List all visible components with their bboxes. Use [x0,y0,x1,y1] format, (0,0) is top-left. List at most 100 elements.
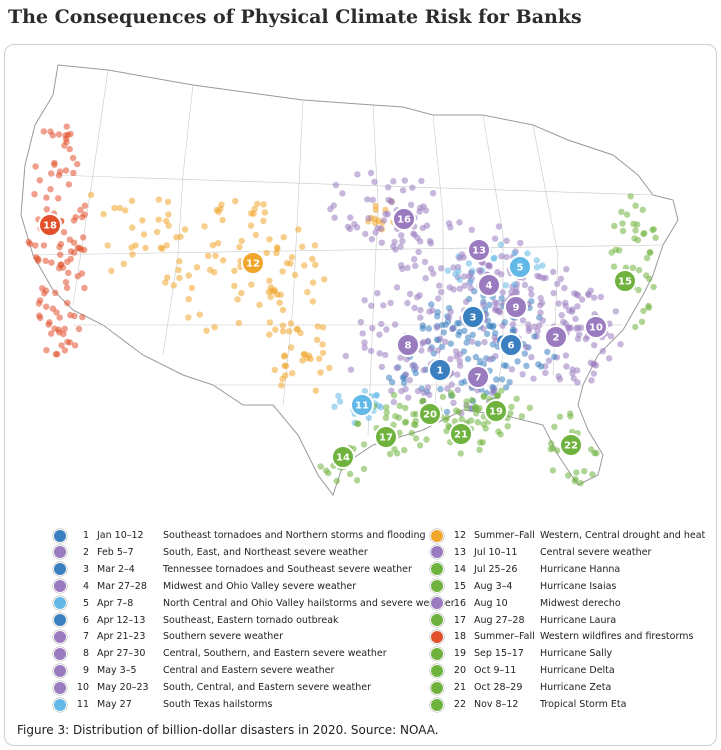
event-dot-15 [639,206,646,213]
event-dot-12 [279,306,287,314]
legend-date: Apr 12–13 [97,614,146,626]
event-dot-18 [61,325,68,332]
event-dot-21 [457,450,464,457]
event-marker-3: 3 [461,305,485,329]
event-dot-3 [461,327,468,334]
event-dot-16 [382,210,389,218]
event-dot-18 [60,330,67,338]
legend-date: Aug 3–4 [474,580,513,592]
event-dot-10 [571,290,578,297]
event-marker-9: 9 [504,295,528,319]
event-dot-16 [354,171,361,178]
event-dot-18 [62,167,70,174]
event-dot-2 [563,266,570,273]
event-dot-12 [372,206,379,214]
event-dot-8 [376,331,383,338]
event-dot-10 [585,291,592,299]
event-dot-22 [577,480,584,487]
event-dot-2 [574,303,581,310]
event-dot-8 [367,347,375,355]
event-dot-21 [476,446,483,454]
event-dot-22 [567,410,574,417]
event-dot-11 [377,404,385,411]
event-dot-16 [327,205,334,213]
event-dot-18 [40,128,47,135]
legend-item-13: 13 Jul 10–11 Central severe weather [430,544,651,561]
event-dot-13 [392,246,399,253]
event-dot-7 [508,366,516,373]
event-dot-5 [511,281,518,288]
event-dot-16 [418,177,425,185]
event-dot-8 [347,366,355,373]
event-dot-12 [139,217,146,224]
storm-icon [53,663,67,678]
legend-date: Aug 10 [474,597,508,609]
event-dot-8 [414,293,421,301]
event-dot-12 [140,231,148,238]
event-dot-18 [81,202,89,209]
event-dot-22 [549,467,557,474]
event-dot-13 [404,264,411,271]
event-dot-4 [438,265,445,272]
event-dot-4 [438,288,445,296]
event-dot-9 [550,289,557,297]
legend-number: 21 [453,682,466,694]
event-dot-18 [71,312,78,320]
event-dot-21 [495,428,502,435]
event-dot-8 [369,325,376,332]
legend-description: South Texas hailstorms [163,699,273,710]
legend-description: Central, Southern, and Eastern severe we… [163,648,387,660]
event-dot-13 [397,243,404,250]
event-dot-15 [643,272,650,279]
legend-item-17: 17 Aug 27–28 Hurricane Laura [430,612,616,629]
event-dot-18 [42,257,49,265]
event-dot-12 [155,216,162,223]
legend-number: 1 [82,530,89,541]
event-dot-12 [164,274,171,281]
event-dot-18 [57,251,64,258]
event-marker-15: 15 [613,269,637,293]
event-marker-4: 4 [477,273,501,297]
event-dot-2 [536,322,543,329]
event-dot-4 [436,282,443,289]
event-dot-18 [65,181,73,188]
event-dot-10 [561,284,568,292]
event-marker-11: 11 [350,393,374,417]
legend-date: Feb 5–7 [97,546,134,558]
event-dot-12 [185,314,192,321]
legend-item-16: 16 Aug 10 Midwest derecho [430,595,621,612]
event-dot-18 [80,234,87,241]
event-dot-12 [319,341,326,348]
event-marker-20: 20 [418,402,442,426]
event-dot-6 [514,358,521,365]
event-dot-12 [279,322,287,329]
event-dot-1 [388,379,396,386]
event-dot-4 [447,308,454,316]
event-dot-1 [400,379,408,387]
event-dot-15 [618,208,625,215]
event-dot-10 [525,321,532,328]
event-marker-12: 12 [241,251,265,275]
us-land-outline [20,64,679,497]
event-dot-12 [279,268,286,275]
event-dot-12 [129,224,136,231]
event-dot-5 [491,254,498,261]
event-dot-9 [542,274,549,282]
event-dot-12 [309,255,316,263]
event-dot-18 [51,161,58,168]
event-dot-7 [426,391,433,399]
legend-description: Central severe weather [540,546,652,558]
event-dot-7 [456,357,463,365]
event-dot-12 [128,197,136,204]
event-dot-4 [422,275,429,282]
event-dot-13 [421,258,429,266]
event-dot-4 [521,281,529,289]
legend-description: Western wildfires and firestorms [540,631,694,643]
legend-number: 8 [82,648,89,660]
event-dot-8 [387,299,394,307]
event-marker-8: 8 [396,333,420,357]
event-marker-label: 13 [472,246,486,257]
event-dot-11 [335,392,342,400]
legend-description: Midwest and Ohio Valley severe weather [163,580,357,592]
event-dot-3 [455,331,462,339]
